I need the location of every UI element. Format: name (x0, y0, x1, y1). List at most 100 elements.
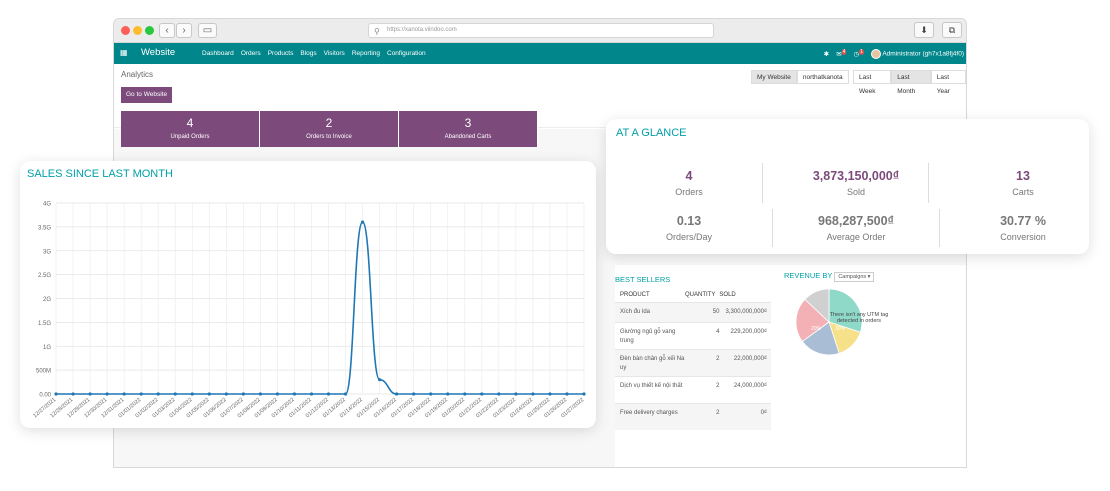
data-point (582, 392, 586, 396)
stat-orders-value: 4 (685, 169, 693, 183)
menu-dashboard[interactable]: Dashboard (202, 50, 234, 57)
cell-qty: 2 (685, 348, 720, 376)
stat-average-order: 968,287,500₫ Average Order (781, 214, 931, 242)
y-tick-label: 4G (43, 202, 51, 208)
divider (939, 209, 940, 247)
stat-orders-label: Orders (675, 187, 703, 197)
menu-blogs[interactable]: Blogs (300, 50, 317, 57)
divider (762, 163, 763, 203)
table-row[interactable]: Đèn bàn chân gỗ xếi Na uy 2 22,000,000₫ (615, 348, 771, 376)
menu-products[interactable]: Products (267, 50, 294, 57)
best-sellers-section: BEST SELLERS PRODUCT QUANTITY SOLD Xích … (615, 275, 771, 430)
activity-icon[interactable]: ◷1 (853, 49, 864, 59)
stat-carts-label: Carts (1012, 187, 1034, 197)
go-to-website-button[interactable]: Go to Website (121, 87, 173, 103)
y-tick-label: 3G (43, 249, 51, 255)
at-a-glance-card: AT A GLANCE 4 Orders 3,873,150,000₫ Sold… (606, 119, 1089, 254)
pie-slice (804, 288, 830, 323)
revenue-title: REVENUE BY Campaigns ▾ (784, 271, 894, 282)
tile-label: Abandoned Carts (444, 134, 492, 140)
revenue-section: REVENUE BY Campaigns ▾ 20% 30% There isn'… (784, 271, 894, 356)
apps-grid-icon[interactable]: ▦ (120, 48, 128, 57)
stat-conversion: 30.77 % Conversion (948, 214, 1098, 242)
app-brand[interactable]: Website (141, 47, 176, 58)
address-bar[interactable]: ⚲ https://xanota.viindoo.com (368, 23, 714, 38)
stat-avg-order-value: 968,287,500₫ (818, 214, 894, 228)
stat-sold: 3,873,150,000₫ Sold (781, 169, 931, 197)
data-point (565, 392, 569, 396)
menu-visitors[interactable]: Visitors (323, 50, 345, 57)
tile-label: Unpaid Orders (170, 134, 210, 140)
website-filter-my-website[interactable]: My Website (751, 70, 797, 84)
cell-sold: 24,000,000₫ (719, 375, 771, 403)
stat-orders-day-label: Orders/Day (665, 232, 712, 242)
revenue-dimension-select[interactable]: Campaigns ▾ (834, 272, 875, 282)
data-point (412, 392, 416, 396)
messages-badge: 4 (841, 49, 847, 56)
best-sellers-table: PRODUCT QUANTITY SOLD Xích đu lda 50 3,3… (615, 288, 771, 430)
tile-abandoned-carts[interactable]: 3 Abandoned Carts (399, 111, 538, 147)
website-filter-site[interactable]: northatkanota (796, 70, 849, 84)
data-point (463, 392, 467, 396)
sidebar-toggle-icon[interactable]: ▭ (198, 23, 217, 38)
tabs-icon[interactable]: ⧉ (942, 22, 962, 38)
data-point (360, 220, 365, 224)
cell-qty: 50 (685, 301, 720, 322)
tile-label: Orders to Invoice (306, 134, 352, 140)
maximize-dot-icon[interactable] (145, 26, 154, 35)
tile-orders-to-invoice[interactable]: 2 Orders to Invoice (260, 111, 399, 147)
y-tick-label: 2G (43, 297, 51, 303)
stat-sold-label: Sold (846, 187, 865, 197)
data-point (105, 392, 109, 396)
stat-orders-day: 0.13 Orders/Day (614, 214, 764, 242)
data-point (207, 392, 211, 396)
data-point (54, 392, 58, 396)
data-point (156, 392, 160, 396)
data-point (309, 392, 314, 396)
website-filter: My Website northatkanota (751, 70, 849, 84)
period-last-month[interactable]: Last Month (891, 70, 931, 95)
messages-icon[interactable]: ✉4 (836, 49, 847, 59)
table-row[interactable]: Giường ngủ gỗ vang trung 4 229,200,000₫ (615, 321, 771, 349)
table-row[interactable]: Free delivery charges 2 0₫ (615, 402, 771, 430)
data-point (139, 392, 143, 396)
bug-icon[interactable]: ✱ (823, 51, 830, 58)
period-last-year[interactable]: Last Year (930, 70, 966, 95)
table-row[interactable]: Xích đu lda 50 3,300,000,000₫ (615, 301, 771, 322)
stat-conversion-value: 30.77 % (1000, 214, 1046, 228)
download-icon[interactable]: ⬇ (914, 22, 934, 38)
table-row[interactable]: Dịch vụ thiết kế nội thất 2 24,000,000₫ (615, 375, 771, 403)
y-tick-label: 1.5G (38, 321, 51, 327)
divider (772, 209, 773, 247)
period-last-week[interactable]: Last Week (853, 70, 892, 95)
y-tick-label: 3.5G (38, 225, 51, 231)
menu-configuration[interactable]: Configuration (387, 50, 426, 57)
data-point (241, 392, 245, 396)
series-line (56, 221, 584, 395)
period-filter: Last Week Last Month Last Year (853, 70, 966, 95)
navbar-right: ✱ ✉4 ◷1 Administrator (gh7x1a8fj4f0) (824, 49, 964, 59)
url-text: https://xanota.viindoo.com (387, 27, 457, 33)
data-point (275, 392, 280, 396)
data-point (497, 392, 501, 396)
data-point (531, 392, 535, 396)
reports-panel: BEST SELLERS PRODUCT QUANTITY SOLD Xích … (615, 265, 966, 467)
glance-title: AT A GLANCE (616, 127, 687, 139)
data-point (173, 392, 177, 396)
data-point (343, 392, 348, 396)
tile-value: 2 (325, 116, 333, 130)
data-point (258, 392, 262, 396)
stat-carts: 13 Carts (948, 169, 1098, 197)
user-menu[interactable]: Administrator (gh7x1a8fj4f0) (870, 49, 964, 59)
menu-reporting[interactable]: Reporting (351, 50, 380, 57)
forward-icon[interactable]: › (176, 23, 192, 38)
tile-unpaid-orders[interactable]: 4 Unpaid Orders (121, 111, 260, 147)
close-dot-icon[interactable] (121, 26, 130, 35)
cell-qty: 2 (685, 402, 720, 430)
minimize-dot-icon[interactable] (133, 26, 142, 35)
data-point (514, 392, 518, 396)
main-menu: Dashboard Orders Products Blogs Visitors… (202, 50, 426, 57)
back-icon[interactable]: ‹ (159, 23, 175, 38)
sales-line-chart: 0.00500M1G1.5G2G2.5G3G3.5G4G12/27/202112… (32, 202, 586, 419)
menu-orders[interactable]: Orders (240, 50, 261, 57)
